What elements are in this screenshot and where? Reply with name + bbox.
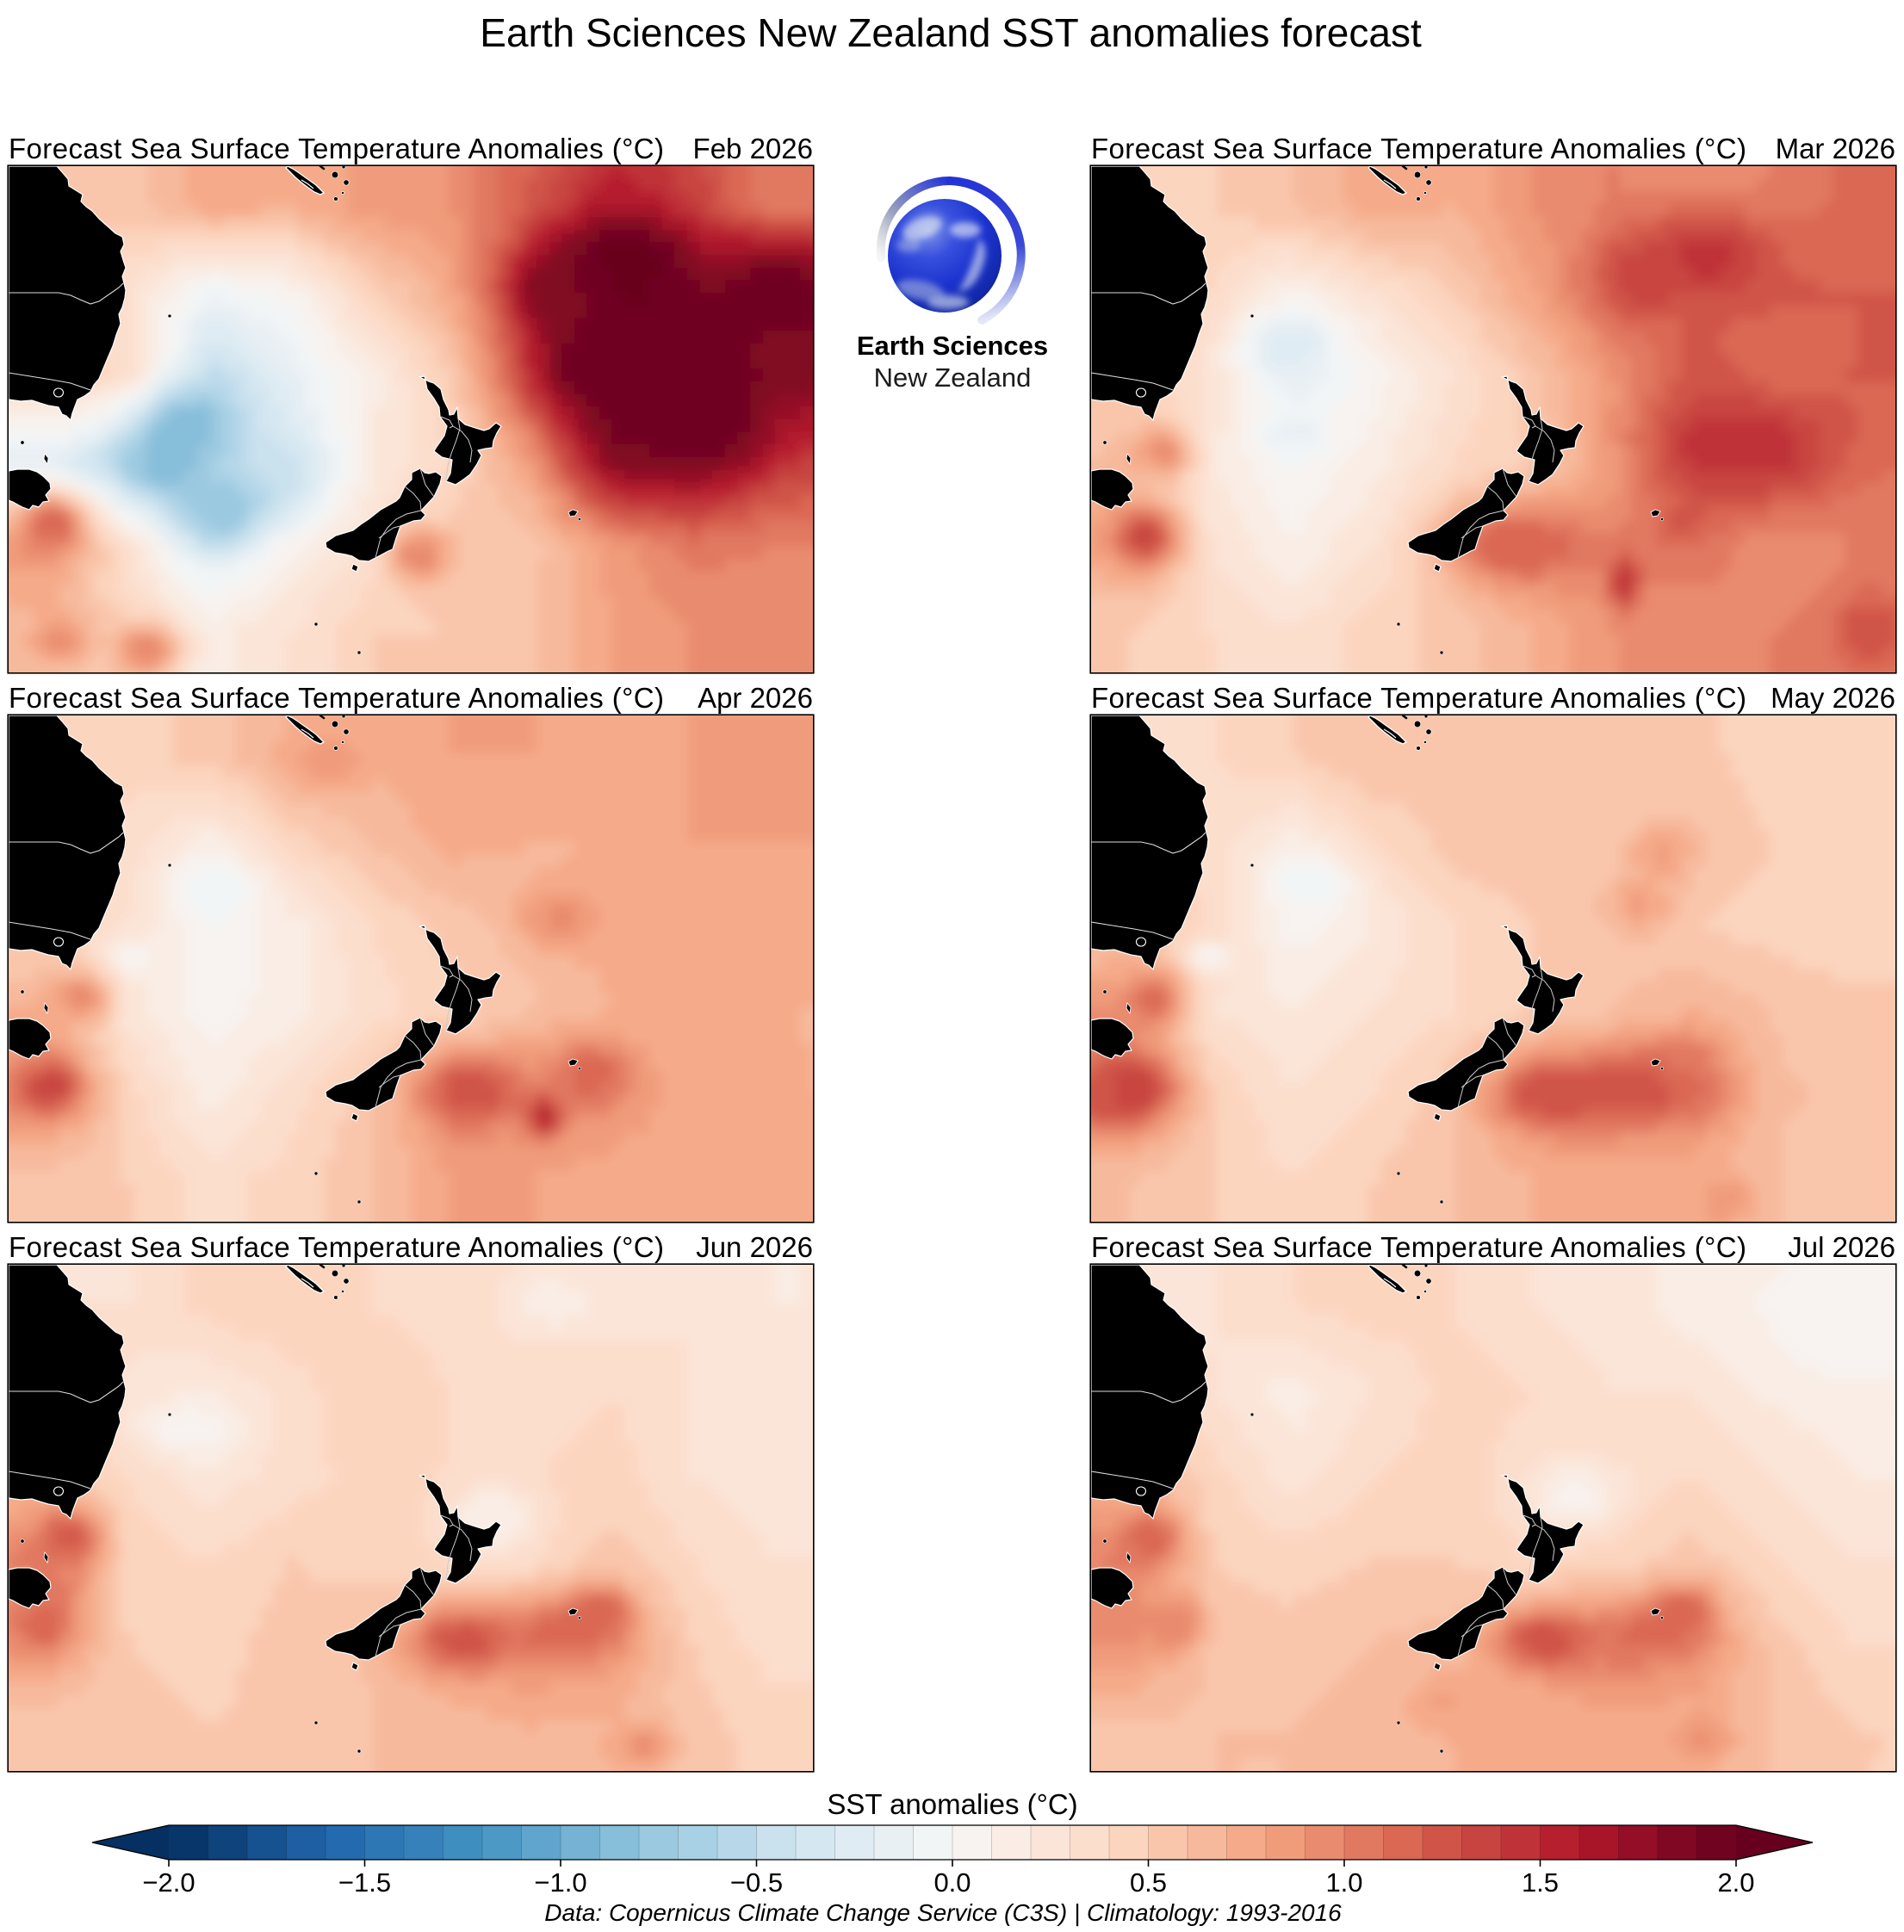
svg-text:−1.0: −1.0 — [534, 1867, 586, 1898]
svg-text:Forecast Sea Surface Temperatu: Forecast Sea Surface Temperature Anomali… — [1091, 133, 1746, 164]
svg-text:Mar 2026: Mar 2026 — [1776, 133, 1895, 164]
svg-text:Forecast Sea Surface Temperatu: Forecast Sea Surface Temperature Anomali… — [9, 133, 664, 164]
svg-text:SST anomalies (°C): SST anomalies (°C) — [827, 1788, 1077, 1820]
svg-text:Earth Sciences: Earth Sciences — [857, 331, 1048, 361]
svg-text:−2.0: −2.0 — [142, 1867, 195, 1898]
svg-text:Forecast Sea Surface Temperatu: Forecast Sea Surface Temperature Anomali… — [1091, 1231, 1746, 1263]
svg-text:Forecast Sea Surface Temperatu: Forecast Sea Surface Temperature Anomali… — [9, 1231, 664, 1263]
svg-text:0.0: 0.0 — [933, 1867, 971, 1898]
svg-text:Earth Sciences New Zealand SST: Earth Sciences New Zealand SST anomalies… — [480, 10, 1422, 55]
svg-text:0.5: 0.5 — [1130, 1867, 1167, 1898]
svg-text:Jul 2026: Jul 2026 — [1788, 1231, 1895, 1263]
svg-text:Apr 2026: Apr 2026 — [698, 682, 813, 714]
svg-text:Forecast Sea Surface Temperatu: Forecast Sea Surface Temperature Anomali… — [9, 682, 664, 714]
svg-text:−0.5: −0.5 — [730, 1867, 783, 1898]
svg-text:2.0: 2.0 — [1717, 1867, 1754, 1898]
svg-text:Data: Copernicus Climate Chang: Data: Copernicus Climate Change Service … — [544, 1899, 1342, 1926]
svg-text:−1.5: −1.5 — [338, 1867, 391, 1898]
svg-text:May 2026: May 2026 — [1771, 682, 1895, 714]
svg-text:New Zealand: New Zealand — [874, 362, 1032, 393]
svg-text:Forecast Sea Surface Temperatu: Forecast Sea Surface Temperature Anomali… — [1091, 682, 1746, 714]
svg-text:1.5: 1.5 — [1522, 1867, 1559, 1898]
svg-text:Feb 2026: Feb 2026 — [693, 133, 813, 164]
svg-text:1.0: 1.0 — [1325, 1867, 1362, 1898]
svg-text:Jun 2026: Jun 2026 — [696, 1231, 813, 1263]
